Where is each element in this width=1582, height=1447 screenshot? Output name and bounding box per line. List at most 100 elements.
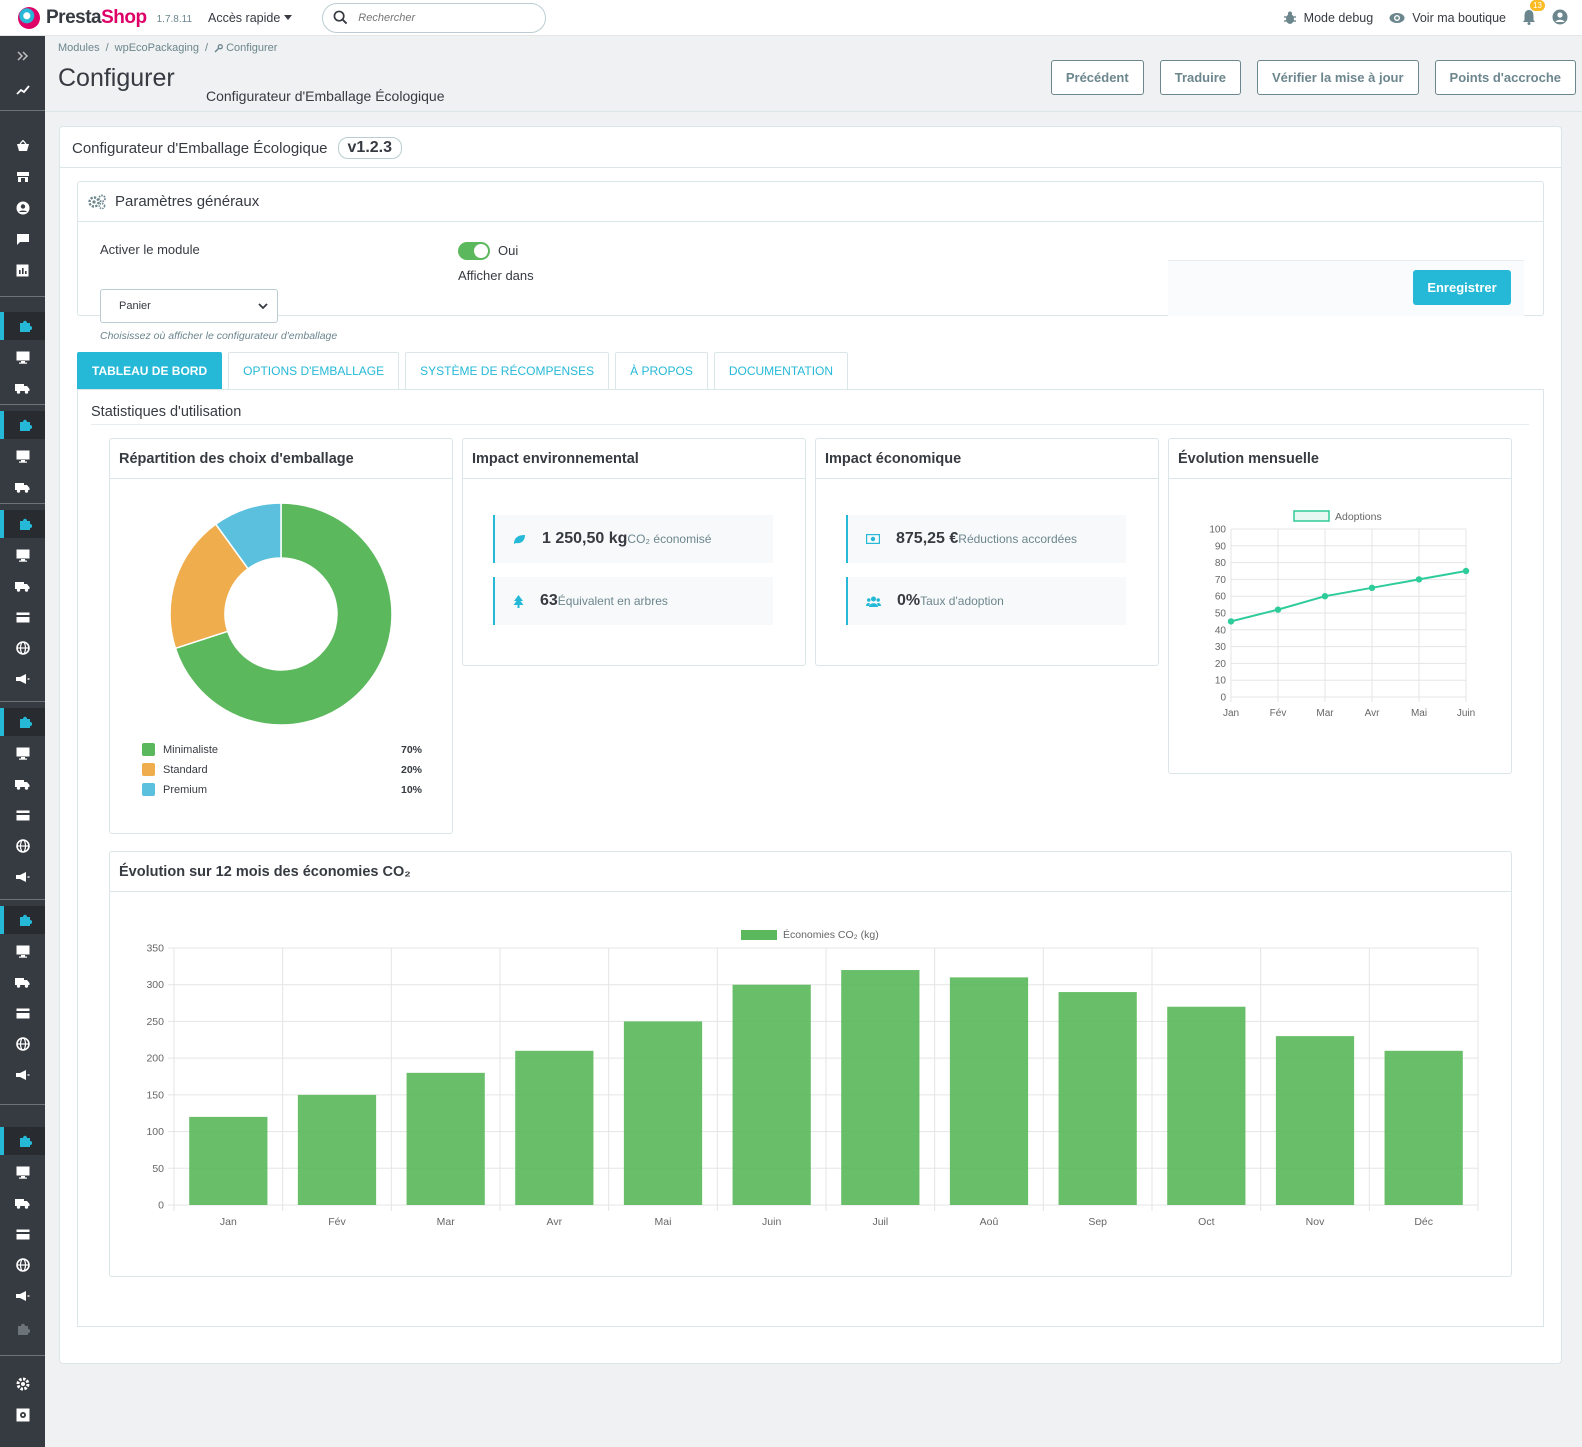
donut-slice-premium (214, 502, 282, 570)
debug-mode-link[interactable]: Mode debug (1283, 11, 1373, 25)
chat-icon (16, 233, 29, 245)
sidebar-item-modules-2[interactable] (0, 411, 45, 439)
y-tick-label: 60 (1215, 592, 1227, 603)
notifications-button[interactable]: 13 (1522, 0, 1545, 28)
monthly-evolution-card: Évolution mensuelle Adoptions 0 10 20 30 40 50… (1168, 438, 1512, 774)
activate-module-switch[interactable] (458, 242, 490, 260)
activate-module-label: Activer le module (100, 242, 200, 257)
tab-dashboard[interactable]: TABLEAU DE BORD (77, 352, 223, 389)
back-button[interactable]: Précédent (1050, 60, 1144, 95)
breadcrumb-modules[interactable]: Modules (58, 42, 100, 54)
sidebar-item-orders[interactable] (0, 132, 45, 160)
basket-icon (16, 140, 29, 151)
cogs-icon (88, 194, 106, 209)
tab-rewards[interactable]: SYSTÈME DE RÉCOMPENSES (405, 352, 610, 389)
x-tick-label: Avr (1365, 708, 1380, 719)
sidebar-item-design-3[interactable] (0, 541, 45, 569)
hooks-button[interactable]: Points d'accroche (1434, 60, 1576, 95)
quick-access-dropdown[interactable]: Accès rapide (208, 11, 293, 25)
sidebar-item-shipping-3[interactable] (0, 572, 45, 600)
sidebar-item-payment-2[interactable] (0, 801, 45, 829)
view-shop-link[interactable]: Voir ma boutique (1389, 11, 1506, 25)
sidebar-item-modules-3[interactable] (0, 510, 45, 538)
sidebar-item-design-5[interactable] (0, 937, 45, 965)
account-circle-icon (16, 201, 29, 215)
sidebar-item-customers[interactable] (0, 194, 45, 222)
puzzle-icon (19, 1135, 32, 1147)
sidebar-item-modules-5[interactable] (0, 906, 45, 934)
sidebar-item-international-3[interactable] (0, 1030, 45, 1058)
tab-packaging-options[interactable]: OPTIONS D'EMBALLAGE (228, 352, 400, 389)
co2-saved-value: 1 250,50 kg (542, 530, 628, 547)
tab-documentation[interactable]: DOCUMENTATION (713, 352, 849, 389)
sidebar-item-shipping-5[interactable] (0, 968, 45, 996)
sidebar-item-payment-4[interactable] (0, 1220, 45, 1248)
sidebar-item-marketing-3[interactable] (0, 1061, 45, 1089)
environmental-impact-card: Impact environnemental 1 250,50 kg CO₂ é… (462, 438, 806, 666)
sidebar-item-modules[interactable] (0, 312, 45, 340)
leaf-icon (514, 534, 525, 544)
sidebar-item-dashboard[interactable] (0, 76, 45, 104)
sidebar-item-marketing-2[interactable] (0, 863, 45, 891)
breadcrumb-module-name[interactable]: wpEcoPackaging (114, 42, 200, 54)
prestashop-logo[interactable]: PrestaShop (18, 6, 147, 29)
sidebar-item-modules-4[interactable] (0, 708, 45, 736)
legend-swatch (142, 763, 155, 776)
x-tick-label: Aoû (980, 1216, 999, 1228)
discounts-granted-value: 875,25 € (896, 530, 959, 547)
sidebar-item-settings[interactable] (0, 1370, 45, 1398)
check-update-button[interactable]: Vérifier la mise à jour (1257, 60, 1419, 95)
sidebar-item-marketing-4[interactable] (0, 1282, 45, 1310)
sidebar-item-international[interactable] (0, 634, 45, 662)
view-shop-label: Voir ma boutique (1412, 11, 1506, 25)
adoption-rate-value: 0% (897, 592, 921, 609)
sidebar-item-design-2[interactable] (0, 442, 45, 470)
sidebar-item-international-4[interactable] (0, 1251, 45, 1279)
sidebar-item-international-2[interactable] (0, 832, 45, 860)
sidebar-item-shipping-4[interactable] (0, 770, 45, 798)
y-tick-label: 50 (1215, 609, 1227, 620)
adoptions-line (1230, 570, 1467, 623)
breadcrumb: Modules / wpEcoPackaging / Configurer (58, 42, 277, 54)
search-box[interactable] (322, 2, 547, 33)
sidebar-item-marketing[interactable] (0, 665, 45, 693)
co2-bar (841, 970, 920, 1205)
breadcrumb-configure: Configurer (226, 42, 278, 54)
truck-icon (15, 779, 30, 790)
sidebar-item-messages[interactable] (0, 225, 45, 253)
employee-avatar[interactable] (1552, 9, 1568, 28)
sidebar-item-shipping-6[interactable] (0, 1189, 45, 1217)
module-header: Configurateur d'Emballage Écologique v1.… (72, 137, 403, 159)
sidebar-item-design-6[interactable] (0, 1158, 45, 1186)
sidebar-item-payment[interactable] (0, 603, 45, 631)
legend-label: Minimaliste (163, 743, 219, 756)
stats-divider (91, 424, 1529, 425)
y-tick-label: 40 (1215, 625, 1227, 636)
wrench-icon (214, 43, 224, 53)
sidebar-collapse-button[interactable] (0, 42, 45, 70)
globe-icon (15, 839, 30, 853)
translate-button[interactable]: Traduire (1159, 60, 1242, 95)
puzzle-icon (17, 1323, 30, 1335)
packaging-donut-chart (169, 502, 393, 726)
co2-bar (732, 984, 811, 1205)
co2-bar (406, 1072, 485, 1205)
sidebar-item-design-4[interactable] (0, 739, 45, 767)
sidebar-item-stats[interactable] (0, 256, 45, 284)
environmental-impact-title: Impact environnemental (463, 439, 805, 479)
sidebar-item-shipping-2[interactable] (0, 473, 45, 501)
sidebar-item-catalog[interactable] (0, 163, 45, 191)
sidebar-item-modules-6[interactable] (0, 1127, 45, 1155)
sidebar-item-design[interactable] (0, 343, 45, 371)
sidebar-item-shipping[interactable] (0, 374, 45, 402)
display-in-select[interactable]: Panier (100, 289, 278, 323)
monitor-icon (16, 549, 29, 562)
sidebar-item-modules-7[interactable] (0, 1315, 45, 1343)
legend-item: Premium 10% (142, 783, 422, 796)
sidebar-item-advanced[interactable] (0, 1401, 45, 1429)
save-button[interactable]: Enregistrer (1413, 270, 1511, 305)
bar-legend-swatch (741, 930, 777, 940)
tab-about[interactable]: À PROPOS (615, 352, 708, 389)
search-input[interactable] (358, 11, 529, 24)
sidebar-item-payment-3[interactable] (0, 999, 45, 1027)
